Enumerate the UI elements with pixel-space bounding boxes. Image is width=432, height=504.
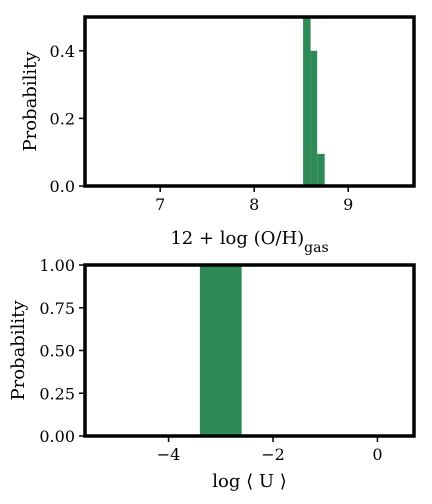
- x-axis-label: 12 + log (O/H)gas: [170, 228, 328, 256]
- y-tick-label: 0.0: [50, 177, 75, 196]
- x-tick-label: −4: [157, 445, 181, 464]
- y-tick-label: 1.00: [39, 256, 75, 275]
- y-tick-label: 0.4: [50, 42, 75, 61]
- axes-frame: [83, 15, 416, 188]
- panel-metallicity: 7 8 9 0.0 0.2 0.4 12 + log (O/H)gas Probabil…: [20, 15, 416, 256]
- histogram-bars: [303, 17, 325, 186]
- y-axis-ticks: 0.0 0.2 0.4: [50, 42, 85, 196]
- x-axis-ticks: 7 8 9: [155, 186, 353, 214]
- x-axis-ticks: −4 −2 0: [157, 436, 383, 464]
- x-tick-label: 8: [249, 195, 259, 214]
- histogram-bar-1: [310, 50, 318, 186]
- histogram-bar-2: [317, 153, 325, 186]
- x-axis-label-subscript: gas: [304, 240, 329, 256]
- y-axis-label: Probability: [20, 51, 41, 152]
- y-axis-label: Probability: [8, 300, 29, 401]
- y-tick-label: 0.2: [50, 109, 75, 128]
- y-axis-ticks: 0.00 0.25 0.50 0.75 1.00: [39, 256, 85, 446]
- x-tick-label: 9: [343, 195, 353, 214]
- panel-ionization: −4 −2 0 0.00 0.25 0.50 0.75 1.00 log ⟨ U ⟩ Pro…: [8, 256, 416, 492]
- y-tick-label: 0.25: [39, 384, 75, 403]
- histogram-bar-0: [199, 265, 242, 436]
- y-tick-label: 0.00: [39, 427, 75, 446]
- y-tick-label: 0.75: [39, 299, 75, 318]
- y-tick-label: 0.50: [39, 342, 75, 361]
- histogram-bars: [199, 265, 242, 436]
- x-axis-label: log ⟨ U ⟩: [212, 471, 287, 492]
- x-tick-label: 7: [155, 195, 165, 214]
- x-axis-label-main: 12 + log (O/H): [170, 228, 304, 249]
- axes-frame: [83, 263, 416, 438]
- x-tick-label: 0: [372, 445, 382, 464]
- x-tick-label: −2: [261, 445, 285, 464]
- histogram-bar-0: [303, 17, 311, 186]
